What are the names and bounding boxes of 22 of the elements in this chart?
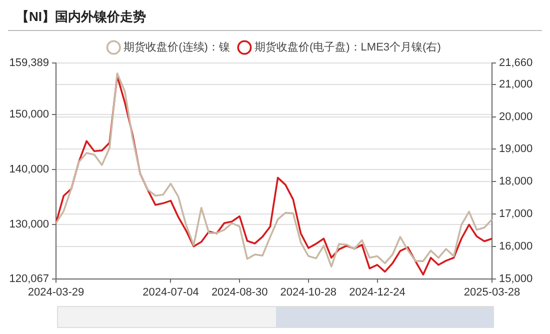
y2-tick-label: 20,000 [499,110,533,123]
y2-tick-label: 21,000 [499,78,533,90]
y-tick-label: 120,067 [9,272,49,285]
y2-tick-label: 17,000 [499,208,533,220]
y-tick-label: 150,000 [9,108,49,121]
x-tick-label: 2024-12-24 [349,286,406,298]
y2-tick-label: 19,000 [499,143,533,156]
x-tick-label: 2024-07-04 [142,286,199,298]
y2-tick-label: 18,000 [499,176,533,188]
y2-tick-label: 16,000 [499,240,533,252]
y2-tick-label: 21,660 [499,57,533,70]
y2-tick-label: 15,000 [499,272,533,285]
x-tick-label: 2024-08-30 [211,286,268,298]
x-tick-label: 2024-10-28 [280,286,337,298]
y-tick-label: 159,389 [9,57,49,70]
legend-label: 期货收盘价(连续)：镍 [124,40,230,54]
x-tick-label: 2024-03-29 [28,286,84,298]
y-tick-label: 130,000 [9,218,49,230]
y-tick-label: 140,000 [9,163,49,176]
legend-label: 期货收盘价(电子盘)：LME3个月镍(右) [254,40,441,54]
chart-title: 【NI】国内外镍价走势 [16,8,146,26]
x-tick-label: 2025-03-28 [464,286,520,298]
